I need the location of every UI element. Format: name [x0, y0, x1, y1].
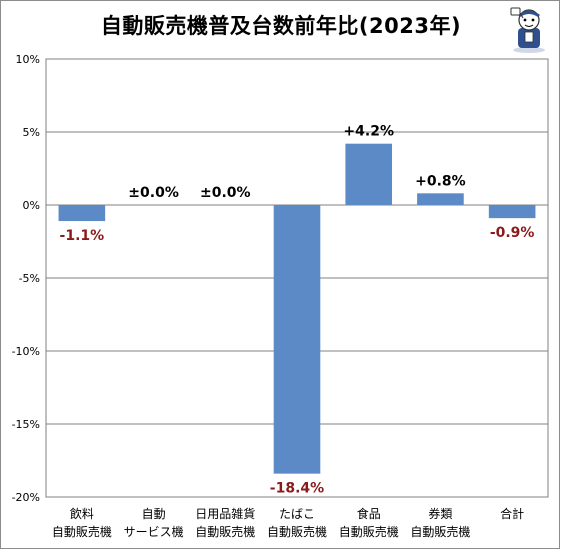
- x-category-label: 自動販売機: [410, 524, 470, 539]
- reporter-mascot-icon: [510, 7, 545, 53]
- bar: [488, 205, 536, 219]
- plot-area-border: [45, 58, 549, 498]
- x-category-label: サービス機: [124, 524, 184, 539]
- x-category-label: たばこ: [279, 507, 315, 521]
- data-labels: -1.1% ±0.0% ±0.0% -18.4% +4.2% +0.8% -0.9%: [60, 124, 535, 497]
- y-tick-label: 0%: [23, 199, 40, 212]
- x-axis-category-labels: 飲料自動販売機自動サービス機日用品雑貨自動販売機たばこ自動販売機食品自動販売機券…: [52, 506, 524, 539]
- y-tick-label: -10%: [12, 345, 40, 358]
- y-tick-label: -5%: [19, 272, 40, 285]
- x-category-label: 自動販売機: [195, 524, 255, 539]
- data-label: +0.8%: [415, 173, 466, 189]
- x-category-label: 自動販売機: [267, 524, 327, 539]
- data-label: -18.4%: [270, 481, 324, 497]
- x-category-label: 日用品雑貨: [195, 506, 255, 521]
- data-label: +4.2%: [343, 124, 394, 140]
- y-axis-tick-labels: 10% 5% 0% -5% -10% -15% -20%: [12, 53, 40, 504]
- data-label: -1.1%: [60, 228, 105, 244]
- y-tick-label: 5%: [23, 126, 40, 139]
- bar: [273, 205, 321, 474]
- data-label: -0.9%: [490, 225, 535, 241]
- data-label: ±0.0%: [200, 185, 251, 201]
- bar: [58, 205, 106, 222]
- x-category-label: 自動販売機: [52, 524, 112, 539]
- y-tick-label: -15%: [12, 418, 40, 431]
- bar: [417, 193, 464, 205]
- x-category-label: 券類: [428, 506, 452, 521]
- x-category-label: 自動販売機: [339, 524, 399, 539]
- x-category-label: 食品: [357, 506, 381, 521]
- bar: [345, 143, 393, 205]
- x-category-label: 自動: [142, 507, 166, 521]
- chart-title: 自動販売機普及台数前年比(2023年): [100, 14, 462, 38]
- bars: [58, 143, 536, 474]
- x-category-label: 合計: [500, 506, 524, 521]
- y-tick-label: -20%: [12, 491, 40, 504]
- x-category-label: 飲料: [70, 506, 94, 521]
- data-label: ±0.0%: [128, 185, 179, 201]
- y-tick-label: 10%: [16, 53, 40, 66]
